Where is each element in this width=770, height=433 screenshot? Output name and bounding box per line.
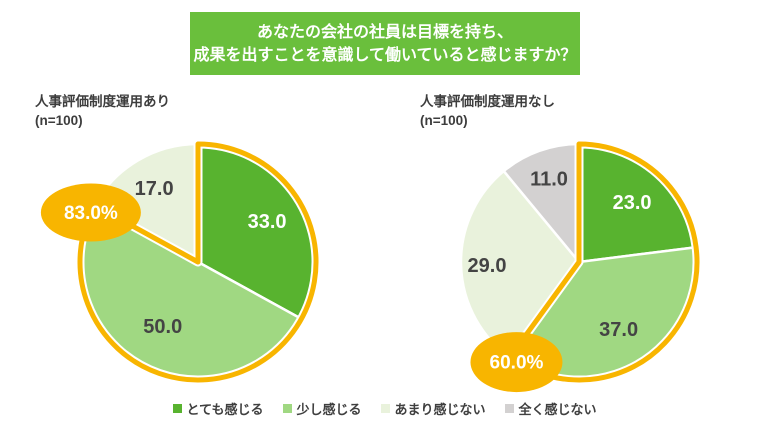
legend-swatch-icon	[505, 404, 515, 413]
banner-title-line1: あなたの会社の社員は目標を持ち、	[256, 23, 513, 41]
chart-legend: とても感じる 少し感じる あまり感じない 全く感じない	[0, 399, 770, 418]
highlight-outline	[77, 141, 319, 383]
legend-swatch-icon	[173, 404, 183, 413]
right-chart-title: 人事評価制度運用なし	[420, 94, 555, 109]
slice-value-label: 29.0	[468, 255, 507, 277]
legend-label: あまり感じない	[394, 402, 486, 417]
slice-value-label: 50.0	[143, 316, 182, 338]
legend-item: 全く感じない	[505, 399, 597, 418]
slice-value-label: 11.0	[530, 169, 568, 191]
banner-title-line2: 成果を出すことを意識して働いていると感じますか？	[193, 46, 577, 64]
slice-value-label: 23.0	[613, 192, 652, 214]
legend-item: とても感じる	[173, 399, 263, 418]
total-badge	[470, 332, 563, 393]
question-banner: あなたの会社の社員は目標を持ち、 成果を出すことを意識して働いていると感じますか…	[190, 12, 580, 75]
total-badge-label: 83.0%	[64, 203, 118, 224]
legend-swatch-icon	[283, 404, 293, 413]
legend-label: 全く感じない	[518, 402, 597, 417]
slice-value-label: 17.0	[135, 178, 174, 200]
legend-label: 少し感じる	[296, 402, 362, 417]
legend-swatch-icon	[381, 404, 391, 413]
left-chart-header: 人事評価制度運用あり (n=100)	[35, 92, 170, 130]
left-chart-title: 人事評価制度運用あり	[35, 94, 170, 109]
highlight-outline	[507, 141, 700, 383]
total-badge-label: 60.0%	[490, 353, 544, 374]
legend-item: 少し感じる	[283, 399, 361, 418]
right-chart-sample-size: (n=100)	[420, 113, 468, 128]
slice-value-label: 33.0	[248, 211, 287, 233]
left-chart-sample-size: (n=100)	[35, 113, 83, 128]
slice-value-label: 37.0	[599, 319, 638, 341]
right-chart-header: 人事評価制度運用なし (n=100)	[420, 92, 555, 130]
legend-item: あまり感じない	[381, 399, 485, 418]
legend-label: とても感じる	[186, 402, 264, 417]
total-badge	[40, 183, 141, 242]
